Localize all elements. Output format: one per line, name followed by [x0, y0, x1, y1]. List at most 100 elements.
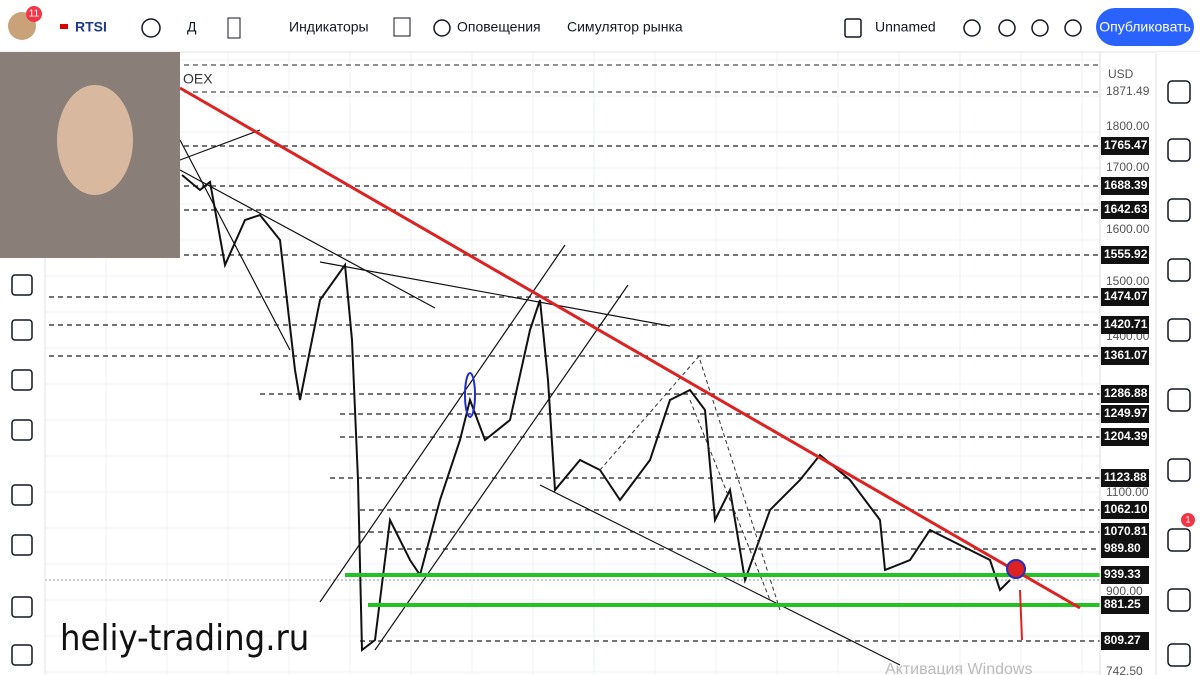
trend-line	[319, 261, 671, 327]
publish-button[interactable]	[1096, 8, 1194, 46]
level-label: 809.27	[1104, 633, 1141, 647]
activation-text: Активация Windows	[885, 661, 1032, 675]
price-tick: 1500.00	[1106, 274, 1150, 288]
trend-line	[179, 169, 436, 309]
sidebar-icon[interactable]	[1167, 388, 1191, 412]
candles-icon[interactable]	[227, 17, 241, 39]
level-box	[1101, 316, 1149, 334]
level-box	[1101, 540, 1149, 558]
interval[interactable]: Д	[187, 19, 197, 35]
toolbar-icon[interactable]	[1064, 19, 1082, 37]
sidebar-icon[interactable]	[1167, 458, 1191, 482]
level-box	[1101, 177, 1149, 195]
tool-icon[interactable]	[11, 484, 33, 506]
tool-icon[interactable]	[11, 596, 33, 618]
badge-bg	[26, 6, 42, 22]
level-label: 1555.92	[1104, 247, 1148, 261]
tool-icon[interactable]	[11, 534, 33, 556]
legend: OEX	[183, 71, 213, 87]
sidebar-icon[interactable]	[1167, 643, 1191, 667]
level-box	[1101, 385, 1149, 403]
price-tick: 900.00	[1106, 584, 1143, 598]
level-box	[1101, 288, 1149, 306]
trend-line	[179, 139, 291, 351]
level-label: 989.80	[1104, 541, 1141, 555]
level-label: 1204.39	[1104, 429, 1148, 443]
level-box	[1101, 632, 1149, 650]
tool-icon[interactable]	[11, 369, 33, 391]
marker	[464, 372, 476, 418]
sidebar-icon[interactable]	[1167, 138, 1191, 162]
layout-name[interactable]: Unnamed	[875, 19, 936, 35]
left-toolbar	[0, 258, 45, 675]
level-label: 1474.07	[1104, 289, 1148, 303]
level-box	[1101, 137, 1149, 155]
price-tick: 1600.00	[1106, 222, 1150, 236]
dashed-channel	[699, 359, 781, 611]
sidebar-icon[interactable]	[1167, 528, 1191, 552]
level-box	[1101, 523, 1149, 541]
replay[interactable]: Симулятор рынка	[567, 19, 683, 35]
red-arrow	[1019, 589, 1023, 641]
level-box	[1101, 428, 1149, 446]
dashed-channel	[599, 354, 701, 471]
alert-icon[interactable]	[433, 19, 451, 37]
price-tick: 1100.00	[1106, 485, 1149, 499]
toolbar-icon[interactable]	[963, 19, 981, 37]
sidebar-icon[interactable]	[1167, 198, 1191, 222]
publish-label[interactable]: Опубликовать	[1099, 19, 1191, 35]
tool-icon[interactable]	[11, 419, 33, 441]
level-box	[1101, 347, 1149, 365]
tool-icon[interactable]	[11, 644, 33, 666]
channel-line	[319, 244, 566, 603]
flag	[60, 24, 68, 29]
sidebar-icon[interactable]	[1167, 258, 1191, 282]
level-label: 881.25	[1104, 597, 1141, 611]
price-candles	[181, 174, 1011, 652]
sidebar-icon[interactable]	[1167, 588, 1191, 612]
dashed-channel	[689, 399, 771, 601]
price-tick: 742.50	[1106, 664, 1143, 675]
add-symbol[interactable]	[141, 18, 161, 38]
layout-checkbox[interactable]	[844, 18, 862, 38]
indicators[interactable]: Индикаторы	[289, 19, 369, 35]
right-sidebar	[1156, 52, 1200, 675]
sidebar-icon[interactable]	[1167, 80, 1191, 104]
currency[interactable]: USD	[1108, 67, 1134, 81]
level-label: 1361.07	[1104, 348, 1148, 362]
webcam-face	[57, 85, 133, 195]
symbol[interactable]: RTSI	[75, 19, 107, 35]
sidebar-icon[interactable]	[1167, 318, 1191, 342]
templates-icon[interactable]	[393, 17, 411, 37]
price-tick: 1800.00	[1106, 119, 1150, 133]
red-trend	[179, 86, 1081, 610]
level-box	[1101, 596, 1149, 614]
watermark: heliy-trading.ru	[60, 618, 309, 659]
level-box	[1101, 469, 1149, 487]
level-label: 1765.47	[1104, 138, 1148, 152]
toolbar-icon[interactable]	[998, 19, 1016, 37]
level-label: 1286.88	[1104, 386, 1148, 400]
tool-icon[interactable]	[11, 319, 33, 341]
level-label: 1062.10	[1104, 502, 1148, 516]
level-label: 1688.39	[1104, 178, 1148, 192]
level-label: 1249.97	[1104, 406, 1148, 420]
level-label: 1070.81	[1104, 524, 1148, 538]
price-tick: 1700.00	[1106, 160, 1150, 174]
channel-line	[374, 284, 629, 651]
level-box	[1101, 405, 1149, 423]
price-tick: 1871.49	[1106, 84, 1150, 98]
level-box	[1101, 246, 1149, 264]
level-label: 1123.88	[1104, 470, 1147, 484]
level-box	[1101, 201, 1149, 219]
level-box	[1101, 501, 1149, 519]
tool-icon[interactable]	[11, 274, 33, 296]
trend-line	[179, 129, 261, 161]
toolbar-icon[interactable]	[1031, 19, 1049, 37]
notification-badge: 1	[1185, 514, 1190, 524]
level-box	[1101, 566, 1149, 584]
alerts[interactable]: Оповещения	[457, 19, 541, 35]
